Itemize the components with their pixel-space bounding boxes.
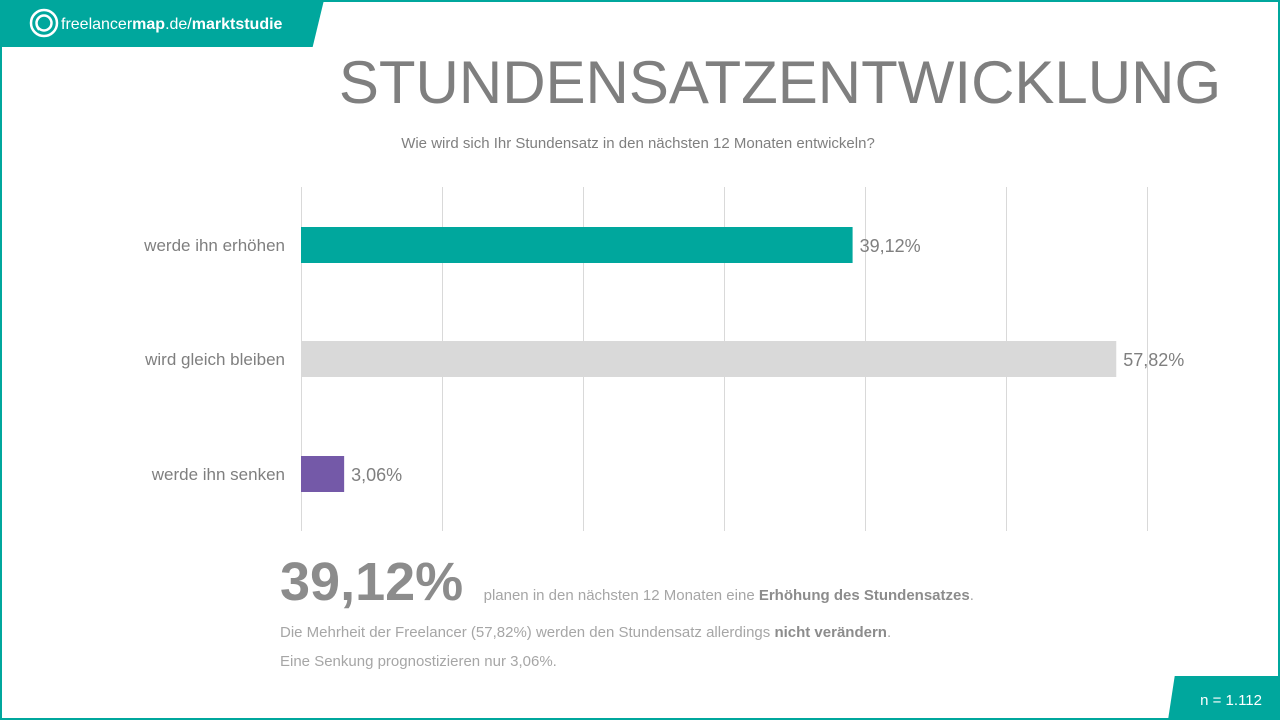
- freelancermap-logo-icon: [29, 8, 59, 38]
- summary-text-before: planen in den nächsten 12 Monaten eine: [483, 587, 759, 604]
- summary-text-after: .: [969, 587, 974, 604]
- brand-wordmark[interactable]: freelancermap.de/marktstudie: [61, 13, 282, 37]
- chart-question: Wie wird sich Ihr Stundensatz in den näc…: [401, 135, 875, 152]
- sample-size-tab: [1168, 676, 1280, 720]
- value-label-0: 39,12%: [860, 236, 921, 256]
- category-label-0: werde ihn erhöhen: [143, 236, 285, 255]
- summary-text-bold: Erhöhung des Stundensatzes: [758, 587, 970, 604]
- note-line-2: Eine Senkung prognostizieren nur 3,06%.: [280, 653, 557, 670]
- bar-2: [301, 456, 345, 492]
- brand-domain: .de/: [165, 16, 192, 33]
- brand-name-bold: map: [132, 16, 166, 33]
- summary-text: planen in den nächsten 12 Monaten eine E…: [484, 587, 974, 604]
- summary-big-value: 39,12%: [280, 552, 464, 612]
- summary-row: 39,12% planen in den nächsten 12 Monaten…: [280, 550, 974, 614]
- bar-0: [301, 227, 853, 263]
- category-label-2: werde ihn senken: [151, 465, 285, 484]
- value-label-2: 3,06%: [351, 465, 402, 485]
- value-label-1: 57,82%: [1123, 350, 1184, 370]
- page-title: STUNDENSATZENTWICKLUNG: [338, 49, 1222, 116]
- category-label-1: wird gleich bleiben: [144, 350, 285, 369]
- brand-name-light: freelancer: [61, 16, 133, 33]
- bar-1: [301, 341, 1117, 377]
- note-line-1-bold: nicht verändern: [774, 624, 887, 641]
- note-line-1-after: .: [886, 624, 892, 641]
- note-line-1-before: Die Mehrheit der Freelancer (57,82%) wer…: [280, 624, 775, 641]
- brand-section: marktstudie: [191, 16, 283, 33]
- sample-size-label: n = 1.112: [1200, 692, 1262, 709]
- brand-banner: [0, 0, 324, 47]
- note-line-1: Die Mehrheit der Freelancer (57,82%) wer…: [280, 624, 891, 641]
